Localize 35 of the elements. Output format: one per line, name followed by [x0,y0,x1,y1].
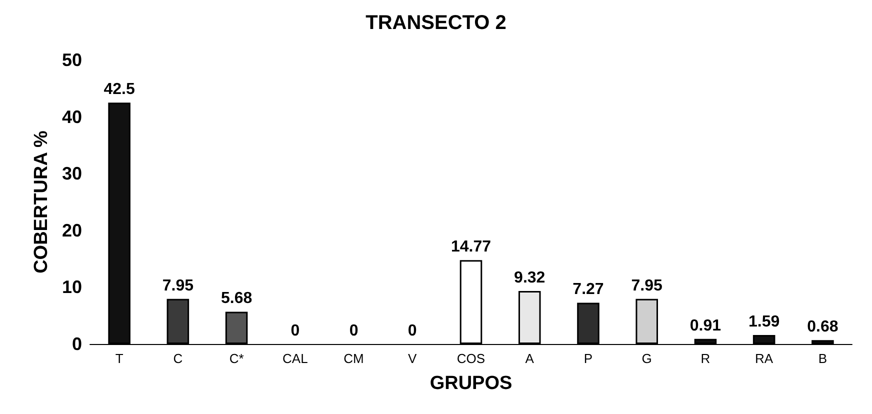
data-label: 7.95 [162,277,194,294]
x-tick-label: CM [344,351,364,366]
x-tick-label: COS [456,351,486,366]
data-label: 1.59 [748,313,780,330]
data-label: 42.5 [104,81,135,98]
data-label: 5.68 [220,290,252,308]
data-label: 0.91 [690,317,722,334]
y-axis-title: COBERTURA % [31,130,52,274]
data-label: 0.68 [807,318,838,336]
x-tick-label: C* [229,351,244,366]
x-tick-label: RA [755,351,774,366]
x-tick-label: CAL [282,351,308,366]
data-label: 0 [349,322,358,340]
data-label: 9.32 [514,270,546,287]
x-tick-label: T [115,351,124,366]
x-tick-label: P [584,351,593,366]
x-tick-label: B [818,351,828,366]
y-tick-label: 20 [62,220,82,240]
data-label: 7.95 [631,277,663,294]
y-tick-label: 30 [62,164,82,184]
data-label: 7.27 [572,281,604,298]
x-axis-title: GRUPOS [430,373,512,394]
x-tick-label: C [173,351,183,366]
y-tick-label: 50 [62,50,82,70]
x-tick-label: A [525,351,534,366]
y-tick-label: 10 [62,277,82,298]
x-tick-label: V [408,351,418,366]
y-tick-label: 40 [62,106,82,127]
data-label: 14.77 [450,238,492,256]
data-label: 0 [290,322,300,340]
x-tick-label: G [642,351,652,366]
chart-title: TRANSECTO 2 [366,12,506,34]
y-tick-label: 0 [72,334,82,354]
data-label: 0 [408,322,417,340]
x-tick-label: R [700,351,710,366]
